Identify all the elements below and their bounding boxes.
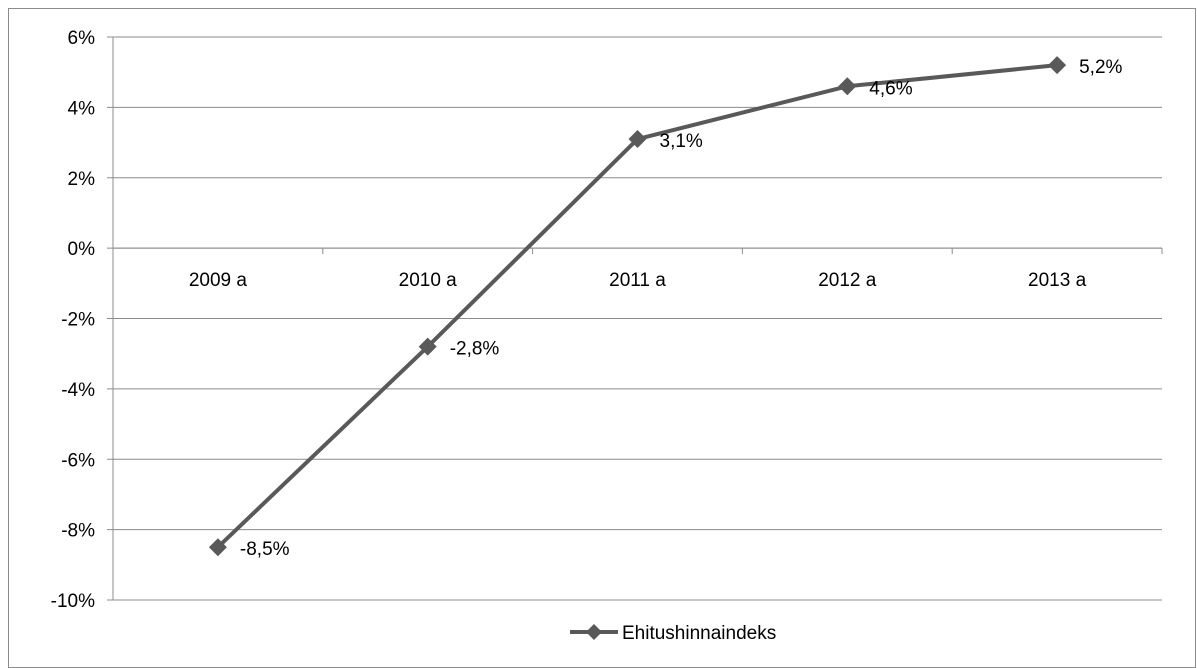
x-tick-label: 2012 a xyxy=(818,270,877,291)
data-point-marker xyxy=(1048,56,1067,75)
data-point-marker xyxy=(628,130,647,149)
y-tick-label: -8% xyxy=(61,521,95,542)
data-point-marker xyxy=(208,538,227,557)
legend-label: Ehitushinnaindeks xyxy=(622,623,776,644)
chart-frame xyxy=(8,8,1196,668)
data-label: 4,6% xyxy=(869,78,912,99)
y-tick-label: 6% xyxy=(68,28,96,49)
data-label: -8,5% xyxy=(240,539,290,560)
data-label: 5,2% xyxy=(1079,57,1122,78)
y-tick-labels: 6% 4% 2% 0% -2% -4% -6% -8% -10% xyxy=(51,28,95,612)
series-markers xyxy=(208,56,1067,557)
legend: Ehitushinnaindeks xyxy=(570,623,776,644)
y-tick-label: -4% xyxy=(61,380,95,401)
y-tick-label: 2% xyxy=(68,169,96,190)
x-tick-label: 2010 a xyxy=(399,270,458,291)
x-tick-label: 2013 a xyxy=(1028,270,1087,291)
data-label: 3,1% xyxy=(660,131,703,152)
y-tick-label: 4% xyxy=(68,98,96,119)
data-point-marker xyxy=(418,337,437,356)
data-labels: -8,5% -2,8% 3,1% 4,6% 5,2% xyxy=(240,57,1123,560)
data-point-marker xyxy=(838,77,857,96)
axes xyxy=(112,37,1163,600)
x-tick-label: 2011 a xyxy=(609,270,666,291)
y-tick-label: -10% xyxy=(51,591,95,612)
x-tick-labels: 2009 a 2010 a 2011 a 2012 a 2013 a xyxy=(189,270,1087,291)
x-tick-label: 2009 a xyxy=(189,270,248,291)
y-tick-label: 0% xyxy=(68,239,96,260)
gridlines xyxy=(107,36,1162,601)
y-tick-label: -2% xyxy=(61,310,95,331)
data-label: -2,8% xyxy=(450,339,500,360)
y-tick-label: -6% xyxy=(61,450,95,471)
legend-marker xyxy=(586,624,602,640)
